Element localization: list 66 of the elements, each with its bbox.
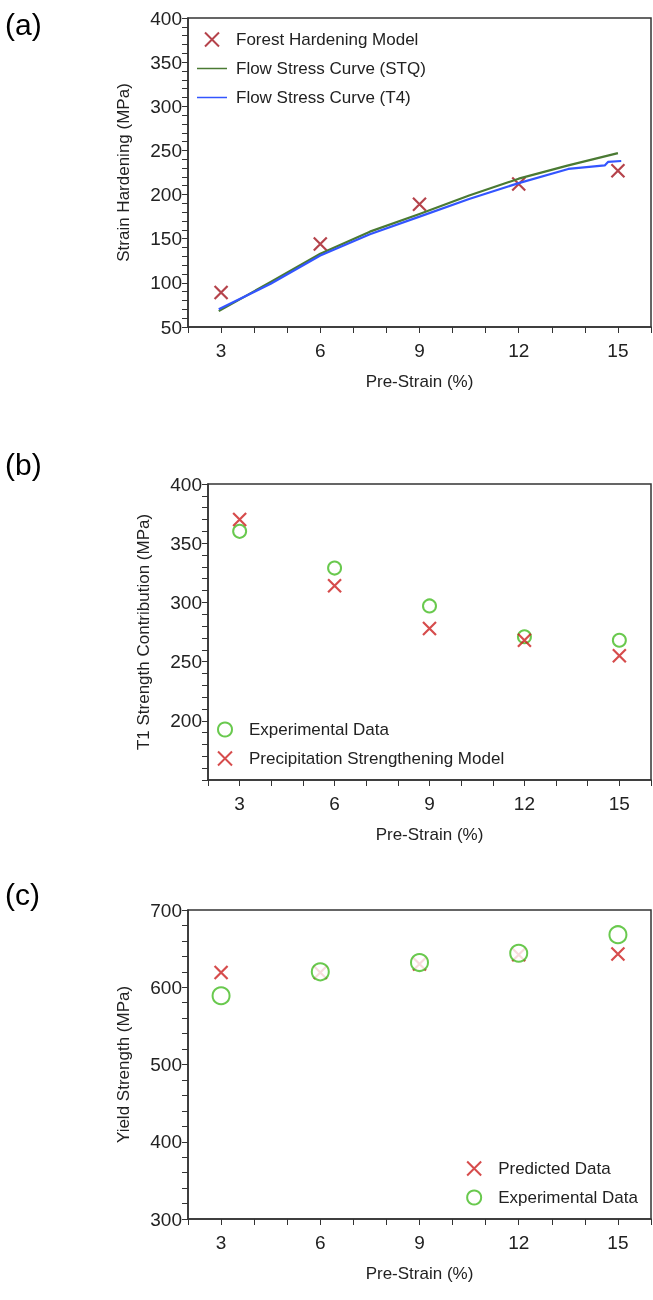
point	[211, 986, 231, 1006]
chart-title: (a)	[5, 7, 42, 41]
point	[422, 598, 437, 614]
x-tick-label: 3	[215, 340, 227, 361]
y-tick-label: 250	[150, 139, 182, 161]
x-tick-label: 6	[315, 340, 326, 361]
x-tick-label: 15	[607, 1232, 629, 1253]
x-axis-title: Pre-Strain (%)	[365, 1264, 474, 1283]
x-tick-label: 12	[508, 1232, 530, 1253]
x-tick-label: 3	[215, 1232, 227, 1253]
x-tick-label: 3	[234, 793, 245, 814]
y-tick-label: 200	[170, 710, 202, 732]
legend-label: Flow Stress Curve (STQ)	[236, 59, 426, 78]
y-tick-label: 350	[170, 532, 202, 554]
y-tick-label: 100	[150, 272, 182, 294]
legend-label: Predicted Data	[498, 1159, 612, 1178]
point	[421, 620, 438, 637]
y-tick-label: 50	[160, 316, 182, 338]
y-tick-label: 300	[170, 591, 202, 613]
x-tick-label: 9	[424, 793, 435, 814]
y-tick-label: 250	[170, 651, 202, 673]
legend-label: Forest Hardening Model	[236, 30, 419, 49]
point	[610, 163, 626, 179]
point	[326, 578, 343, 594]
y-axis-title: Strain Hardening (MPa)	[114, 83, 133, 262]
point	[213, 284, 229, 301]
chart-title: (b)	[5, 447, 42, 481]
point	[611, 632, 627, 648]
y-tick-label: 400	[150, 1131, 182, 1153]
x-tick-label: 15	[608, 793, 630, 814]
y-tick-label: 150	[150, 228, 182, 250]
x-axis-title: Pre-Strain (%)	[375, 825, 484, 844]
legend-label: Experimental Data	[249, 720, 390, 739]
y-tick-label: 300	[150, 1208, 182, 1230]
point	[232, 523, 248, 539]
x-tick-label: 12	[508, 340, 530, 361]
point	[611, 648, 627, 664]
point	[610, 946, 626, 962]
y-tick-label: 200	[150, 184, 182, 206]
y-tick-label: 500	[150, 1054, 182, 1075]
legend-label: Precipitation Strengthening Model	[249, 749, 505, 768]
y-tick-label: 400	[150, 7, 182, 29]
x-tick-label: 9	[414, 1232, 425, 1253]
y-axis-title: Yield Strength (MPa)	[114, 985, 133, 1144]
legend-label: Flow Stress Curve (T4)	[236, 88, 411, 107]
y-tick-label: 600	[150, 976, 182, 998]
legend-label: Experimental Data	[498, 1188, 639, 1207]
x-tick-label: 12	[513, 793, 535, 814]
chart-title: (c)	[5, 877, 40, 911]
y-tick-label: 350	[150, 51, 182, 73]
x-tick-label: 15	[607, 340, 629, 361]
x-tick-label: 6	[315, 1232, 326, 1253]
y-tick-label: 700	[150, 899, 182, 921]
point	[327, 560, 343, 576]
point	[411, 196, 428, 212]
point	[232, 511, 248, 528]
point	[312, 236, 328, 252]
y-tick-label: 300	[150, 95, 182, 117]
y-axis-title: T1 Strength Contribution (MPa)	[134, 513, 153, 751]
y-tick-label: 400	[170, 473, 202, 495]
point	[511, 176, 527, 192]
point	[608, 925, 628, 945]
point	[213, 964, 229, 981]
x-tick-label: 9	[414, 340, 425, 361]
x-axis-title: Pre-Strain (%)	[365, 372, 474, 391]
x-tick-label: 6	[329, 793, 340, 814]
